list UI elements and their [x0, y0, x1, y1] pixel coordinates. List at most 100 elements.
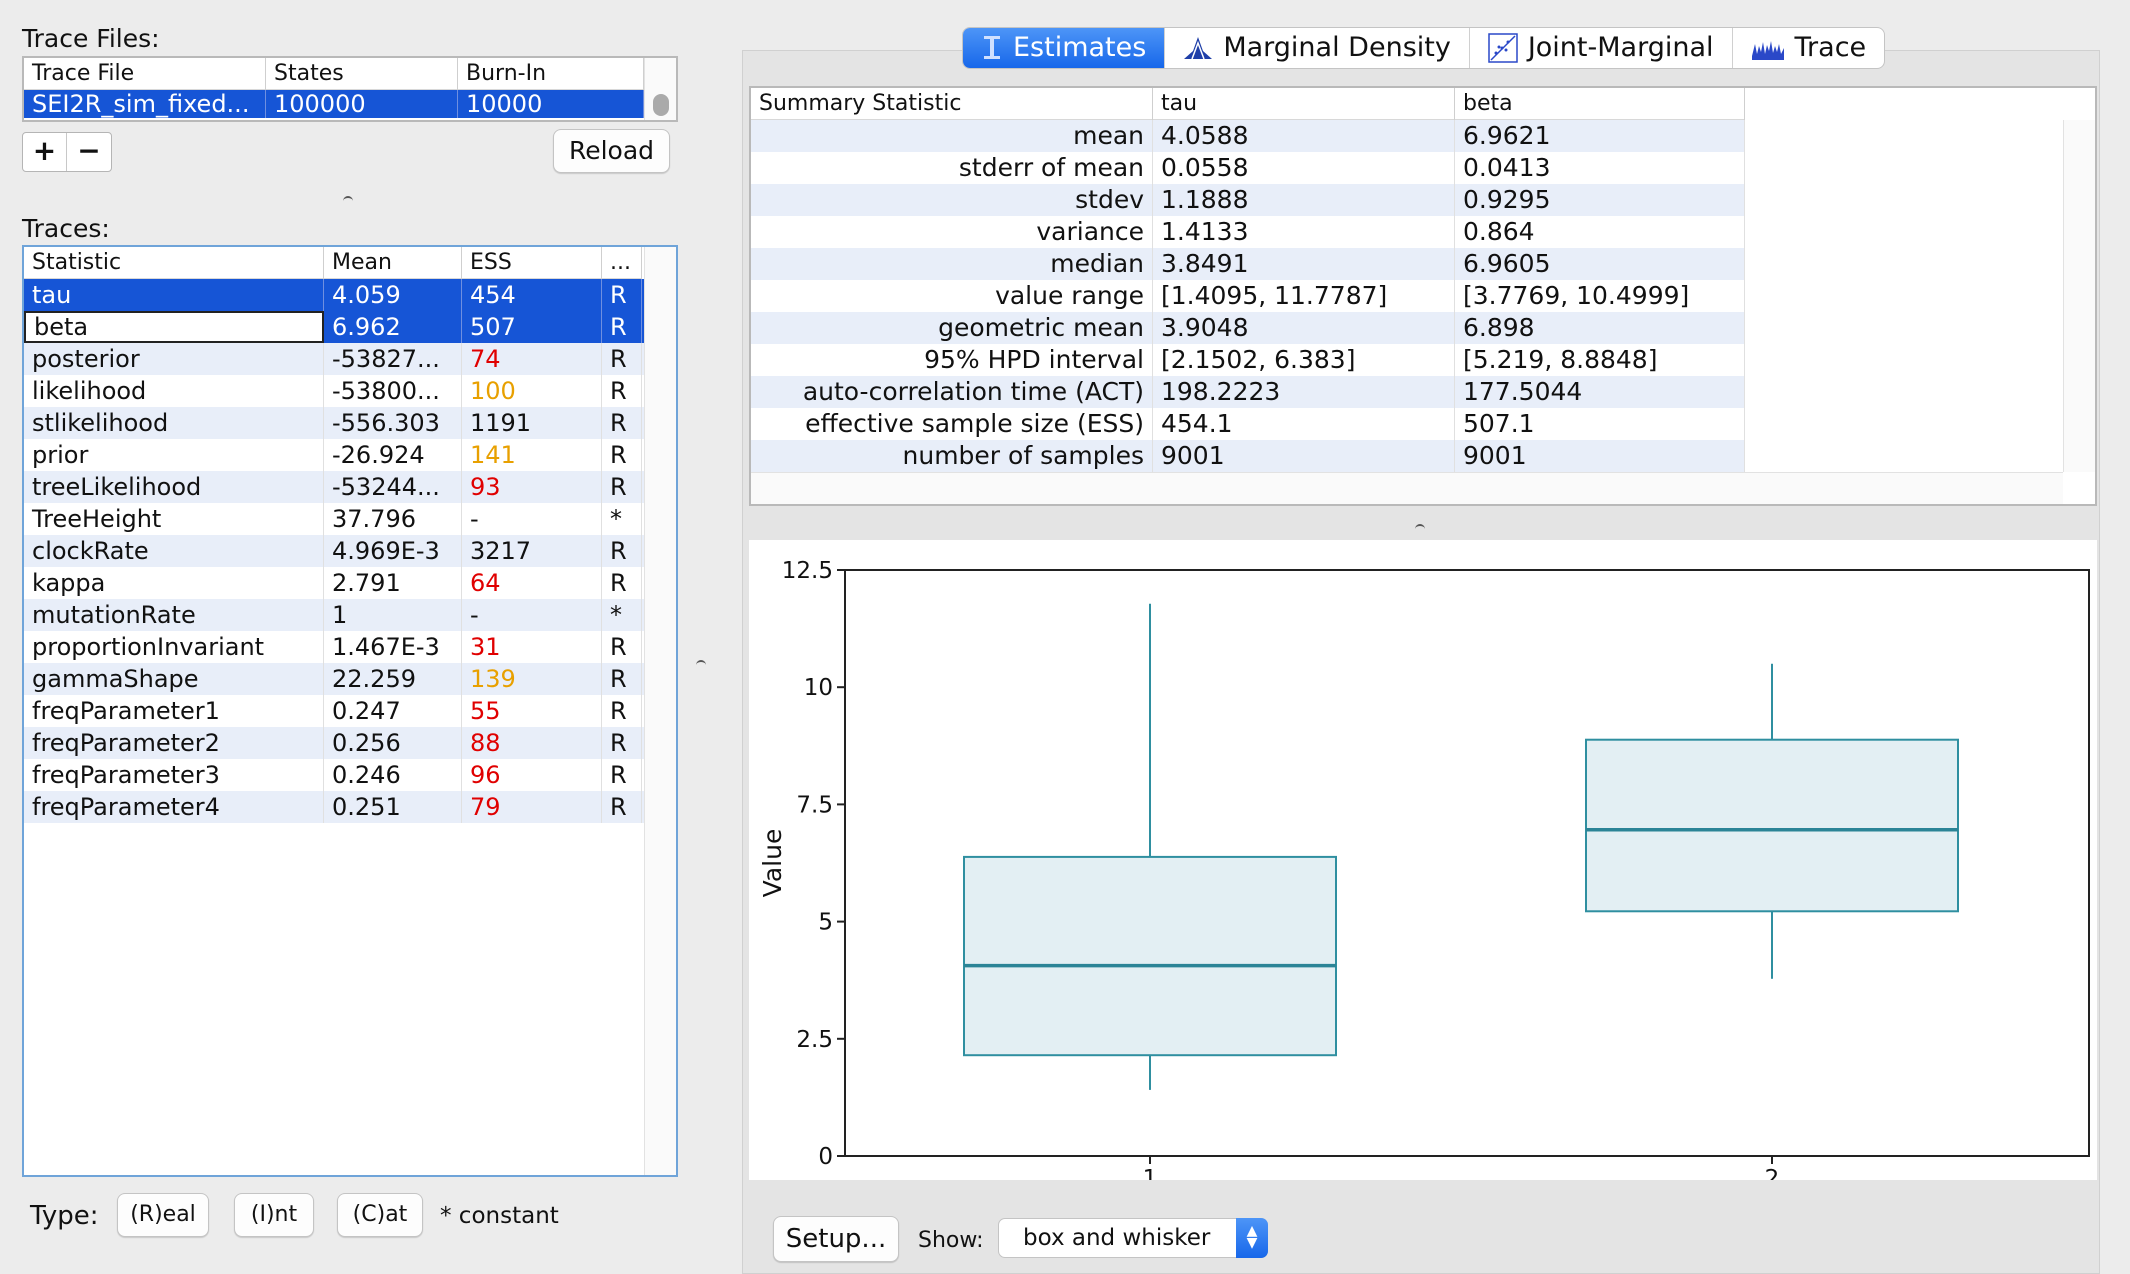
type-int-button[interactable]: (I)nt	[234, 1193, 314, 1237]
type-real-button[interactable]: (R)eal	[117, 1193, 209, 1237]
summary-row[interactable]: median 3.8491 6.9605	[751, 248, 1745, 280]
summary-stat-name: auto-correlation time (ACT)	[751, 376, 1153, 408]
trace-files-scrollbar[interactable]	[644, 58, 676, 120]
summary-row[interactable]: variance 1.4133 0.864	[751, 216, 1745, 248]
splitter-handle-left[interactable]	[696, 660, 706, 666]
col-ess[interactable]: ESS	[462, 247, 602, 279]
trace-row[interactable]: freqParameter1 0.247 55 R	[24, 695, 676, 727]
box	[963, 855, 1337, 1057]
trace-row[interactable]: kappa 2.791 64 R	[24, 567, 676, 599]
summary-stat-name: geometric mean	[751, 312, 1153, 344]
summary-row[interactable]: 95% HPD interval [2.1502, 6.383] [5.219, 8…	[751, 344, 1745, 376]
trace-type: R	[602, 631, 642, 663]
trace-row[interactable]: freqParameter3 0.246 96 R	[24, 759, 676, 791]
trace-ess: 139	[462, 663, 602, 695]
traces-title: Traces:	[22, 214, 110, 243]
summary-row[interactable]: geometric mean 3.9048 6.898	[751, 312, 1745, 344]
trace-file-row[interactable]: SEI2R_sim_fixed... 100000 10000	[24, 90, 676, 118]
trace-row[interactable]: tau 4.059 454 R	[24, 279, 676, 311]
col-burn-in[interactable]: Burn-In	[458, 58, 644, 90]
trace-file-states: 100000	[266, 90, 458, 118]
show-select[interactable]: box and whisker ▲ ▼	[998, 1218, 1268, 1258]
type-cat-button[interactable]: (C)at	[337, 1193, 423, 1237]
trace-row[interactable]: gammaShape 22.259 139 R	[24, 663, 676, 695]
col-summary-statistic[interactable]: Summary Statistic	[751, 88, 1153, 120]
summary-tau-value: 9001	[1153, 440, 1455, 472]
summary-hscrollbar[interactable]	[751, 472, 2063, 504]
summary-row[interactable]: effective sample size (ESS) 454.1 507.1	[751, 408, 1745, 440]
trace-row[interactable]: TreeHeight 37.796- *	[24, 503, 676, 535]
trace-row[interactable]: proportionInvariant 1.467E-3 31 R	[24, 631, 676, 663]
summary-table[interactable]: Summary Statistic tau beta mean 4.0588 6.9…	[749, 86, 2097, 506]
splitter-handle-right[interactable]	[1415, 524, 1425, 530]
summary-row[interactable]: stdev 1.1888 0.9295	[751, 184, 1745, 216]
tab-marginal-density[interactable]: Marginal Density	[1165, 28, 1470, 68]
trace-mean: 4.059	[324, 279, 462, 311]
summary-tau-value: [1.4095, 11.7787]	[1153, 280, 1455, 312]
trace-row[interactable]: stlikelihood -556.303 1191 R	[24, 407, 676, 439]
trace-mean: -556.303	[324, 407, 462, 439]
setup-button[interactable]: Setup...	[773, 1216, 899, 1262]
tab-trace[interactable]: Trace	[1733, 28, 1885, 68]
estimates-icon	[984, 36, 1000, 59]
trace-files-table[interactable]: Trace File States Burn-In SEI2R_sim_fixe…	[22, 56, 678, 122]
tab-estimates[interactable]: Estimates	[963, 28, 1166, 68]
summary-row[interactable]: auto-correlation time (ACT) 198.2223 177.5…	[751, 376, 1745, 408]
summary-scrollbar[interactable]	[2063, 120, 2095, 472]
tab-joint-marginal[interactable]: Joint-Marginal	[1470, 28, 1733, 68]
summary-row[interactable]: value range [1.4095, 11.7787] [3.7769, 10.…	[751, 280, 1745, 312]
trace-statistic: posterior	[24, 343, 324, 375]
summary-row[interactable]: number of samples 9001 9001	[751, 440, 1745, 472]
trace-statistic: mutationRate	[24, 599, 324, 631]
summary-stat-name: median	[751, 248, 1153, 280]
trace-type: R	[602, 375, 642, 407]
trace-row[interactable]: mutationRate 1- *	[24, 599, 676, 631]
trace-file-burnin[interactable]: 10000	[458, 90, 644, 118]
summary-stat-name: value range	[751, 280, 1153, 312]
trace-type: R	[602, 279, 642, 311]
trace-statistic: likelihood	[24, 375, 324, 407]
x-tick-label: 1	[1143, 1166, 1158, 1180]
summary-beta-value: [5.219, 8.8848]	[1455, 344, 1745, 376]
col-states[interactable]: States	[266, 58, 458, 90]
summary-row[interactable]: mean 4.0588 6.9621	[751, 120, 1745, 152]
col-trace-file[interactable]: Trace File	[24, 58, 266, 90]
trace-row[interactable]: beta 6.962 507 R	[24, 311, 676, 343]
remove-trace-button[interactable]: −	[77, 134, 101, 167]
trace-statistic: TreeHeight	[24, 503, 324, 535]
reload-button[interactable]: Reload	[553, 129, 670, 173]
trace-ess: 79	[462, 791, 602, 823]
trace-row[interactable]: freqParameter2 0.256 88 R	[24, 727, 676, 759]
trace-row[interactable]: clockRate 4.969E-3 3217 R	[24, 535, 676, 567]
summary-stat-name: number of samples	[751, 440, 1153, 472]
trace-statistic: clockRate	[24, 535, 324, 567]
view-tabs: Estimates Marginal Density Joint-Margina…	[962, 27, 1886, 69]
add-trace-button[interactable]: +	[23, 133, 67, 171]
trace-row[interactable]: posterior -53827... 74 R	[24, 343, 676, 375]
summary-row[interactable]: stderr of mean 0.0558 0.0413	[751, 152, 1745, 184]
trace-ess: -	[462, 599, 602, 631]
summary-tau-value: 198.2223	[1153, 376, 1455, 408]
col-tau[interactable]: tau	[1153, 88, 1455, 120]
trace-ess: 88	[462, 727, 602, 759]
col-mean[interactable]: Mean	[324, 247, 462, 279]
trace-row[interactable]: treeLikelihood -53244... 93 R	[24, 471, 676, 503]
trace-row[interactable]: likelihood -53800... 100 R	[24, 375, 676, 407]
trace-file-name: SEI2R_sim_fixed...	[24, 90, 266, 118]
splitter-handle-top[interactable]	[343, 196, 353, 202]
tab-estimates-label: Estimates	[1013, 32, 1147, 63]
traces-scrollbar[interactable]	[644, 247, 676, 1175]
summary-tau-value: 4.0588	[1153, 120, 1455, 152]
trace-row[interactable]: prior -26.924 141 R	[24, 439, 676, 471]
y-tick-label: 7.5	[796, 792, 833, 818]
col-beta[interactable]: beta	[1455, 88, 1745, 120]
summary-stat-name: effective sample size (ESS)	[751, 408, 1153, 440]
trace-ess: 100	[462, 375, 602, 407]
trace-type: R	[602, 567, 642, 599]
col-statistic[interactable]: Statistic	[24, 247, 324, 279]
trace-mean: 0.256	[324, 727, 462, 759]
trace-row[interactable]: freqParameter4 0.251 79 R	[24, 791, 676, 823]
trace-statistic: kappa	[24, 567, 324, 599]
col-type[interactable]: ...	[602, 247, 642, 279]
